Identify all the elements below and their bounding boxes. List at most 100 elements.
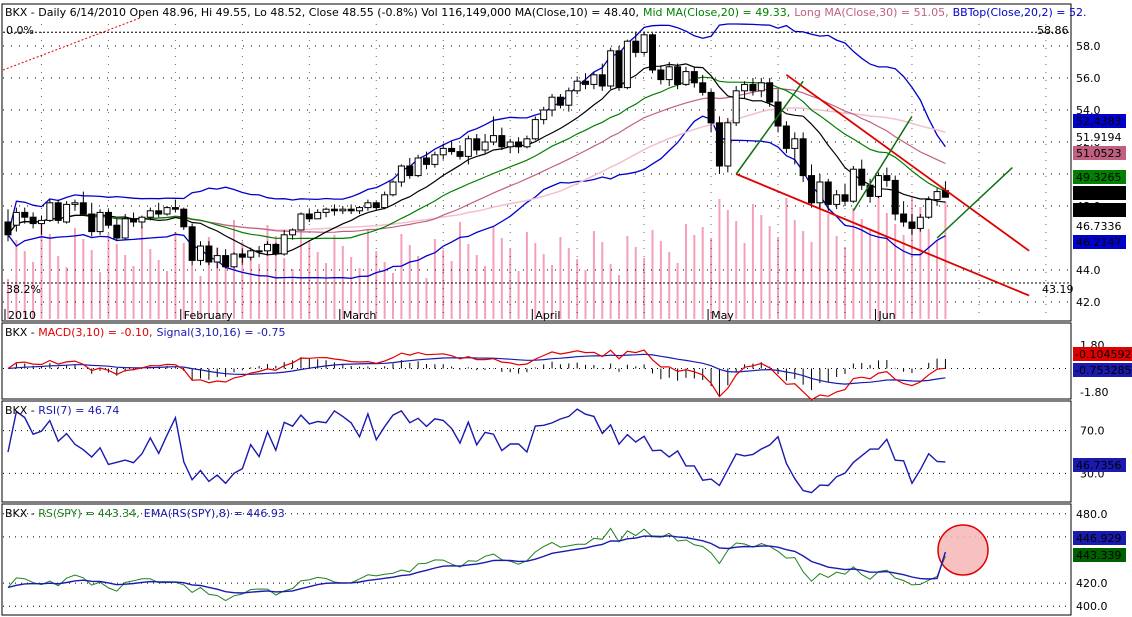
- price-tag-label: 51.0523: [1076, 147, 1122, 160]
- candle-up: [849, 168, 857, 202]
- candle-up: [665, 66, 673, 81]
- volume-bar: [559, 237, 562, 319]
- signal-label: Signal(3,10,16) = -0.75: [156, 326, 285, 339]
- volume-bar: [927, 229, 930, 319]
- trendline-green-3: [936, 167, 1013, 239]
- candle-up: [163, 207, 171, 215]
- volume-bar: [768, 226, 771, 319]
- volume-bar: [584, 270, 587, 319]
- candle-up: [732, 90, 740, 124]
- bb-bottom-line: [7, 115, 946, 280]
- moving-averages: [7, 63, 946, 256]
- rs-tag-label: 443.339: [1076, 549, 1122, 562]
- candle-down: [171, 207, 179, 210]
- rs-tick-label: 480.0: [1076, 508, 1108, 521]
- candle-down: [4, 221, 12, 236]
- price-tag-bg: [1073, 146, 1126, 160]
- candle-down: [188, 226, 196, 261]
- candle-up: [481, 141, 489, 151]
- trendline-green-2: [852, 116, 913, 212]
- volume-bar: [701, 227, 704, 319]
- candle-up: [506, 141, 514, 148]
- candle-down: [88, 213, 96, 233]
- candle-up: [623, 40, 631, 89]
- candle-down: [372, 202, 380, 209]
- candle-down: [648, 34, 656, 71]
- volume-bar: [258, 264, 261, 319]
- month-label: Jun: [877, 309, 895, 322]
- price-tag-label: 51.9194: [1076, 131, 1122, 144]
- volume-bar: [852, 208, 855, 319]
- candle-up: [297, 213, 305, 231]
- candle-down: [690, 71, 698, 84]
- candle-up: [247, 250, 255, 258]
- price-tag-bg: [1073, 186, 1126, 200]
- volume-bar: [48, 234, 51, 319]
- bb-top-line: [7, 23, 946, 235]
- header-symbol: BKX: [5, 6, 28, 19]
- volume-bar: [325, 263, 328, 319]
- candle-up: [431, 154, 439, 165]
- volume-bar: [525, 232, 528, 319]
- volume-bar: [492, 227, 495, 319]
- rs-label: RS(SPY) = 443.34,: [38, 507, 140, 520]
- macd-tag-label: -0.104592: [1075, 348, 1131, 361]
- volume-bar: [676, 263, 679, 319]
- candle-down: [113, 224, 121, 239]
- rs-tick-label: 420.0: [1076, 577, 1108, 590]
- price-panel-frame: [1, 3, 1072, 322]
- fibonacci-lines: [2, 17, 1070, 284]
- volume-bar: [668, 252, 671, 319]
- volume-bar: [551, 265, 554, 319]
- price-tick-label: 44.0: [1076, 264, 1101, 277]
- candle-up: [138, 216, 146, 223]
- volume-bars: [7, 191, 947, 319]
- candle-up: [540, 109, 548, 121]
- volume-bar: [902, 235, 905, 319]
- volume-bar: [601, 242, 604, 319]
- rsi-tag-label: 46.7356: [1076, 459, 1122, 472]
- candle-up: [46, 202, 54, 221]
- volume-bar: [199, 276, 202, 319]
- candle-down: [448, 147, 456, 153]
- price-tag-label: 46.2147: [1076, 236, 1122, 249]
- candle-down: [632, 40, 640, 53]
- volume-bar: [316, 252, 319, 319]
- price-tick-label: 56.0: [1076, 72, 1101, 85]
- candle-down: [799, 138, 807, 177]
- volume-bar: [299, 230, 302, 319]
- candle-down: [104, 211, 112, 226]
- rs-tag-bg: [1073, 548, 1126, 562]
- volume-bar: [15, 240, 18, 319]
- candle-down: [79, 202, 87, 215]
- volume-bar: [124, 255, 127, 319]
- candle-up: [489, 135, 497, 143]
- volume-bar: [919, 207, 922, 319]
- candle-up: [548, 96, 556, 111]
- volume-bar: [810, 242, 813, 319]
- candle-up: [741, 83, 749, 92]
- candle-up: [314, 211, 322, 220]
- macd-lines: [3, 349, 1070, 401]
- volume-bar: [32, 262, 35, 319]
- header-line: BKX - Daily 6/14/2010 Open 48.96, Hi 49.…: [5, 6, 1087, 19]
- candle-up: [389, 181, 397, 196]
- candle-up: [573, 80, 581, 92]
- candle-down: [406, 165, 414, 177]
- volume-bar: [107, 233, 110, 319]
- volume-bar: [567, 248, 570, 319]
- volume-bar: [140, 227, 143, 319]
- fib-top-value: 58.86: [1037, 24, 1069, 37]
- candle-up: [682, 71, 690, 85]
- macd-panel-frame: [1, 322, 1072, 400]
- rs-panel-frame: [1, 503, 1072, 616]
- volume-bar: [433, 239, 436, 319]
- price-tag-bg: [1073, 114, 1126, 128]
- volume-bar: [777, 237, 780, 319]
- candle-down: [657, 69, 665, 81]
- volume-bar: [542, 254, 545, 319]
- header-ma20: Mid MA(Close,20) = 49.33,: [643, 6, 790, 19]
- candle-up: [71, 202, 79, 205]
- candle-up: [364, 202, 372, 209]
- candle-down: [858, 168, 866, 186]
